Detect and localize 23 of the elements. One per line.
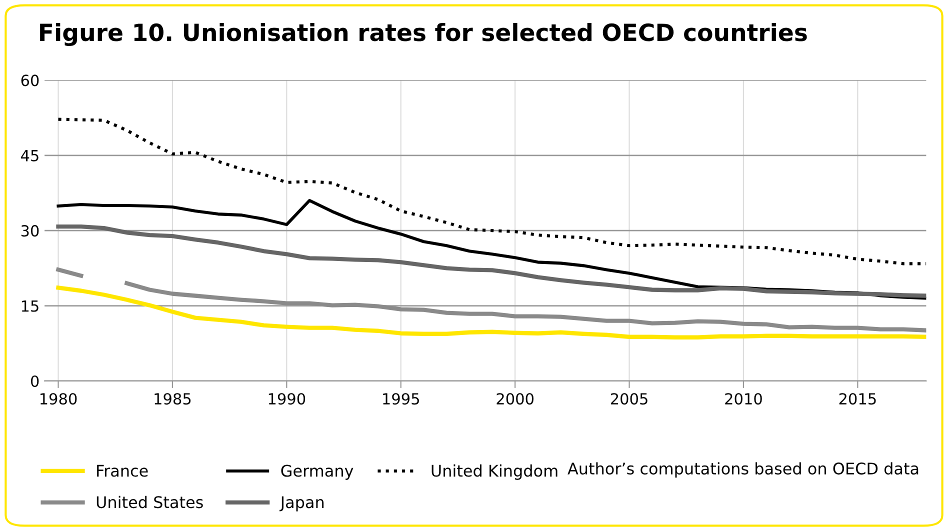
- text: Author’s computations based on OECD data: [568, 462, 918, 478]
- legend-label: Japan: [280, 496, 324, 512]
- legend-label: United Kingdom: [432, 464, 558, 480]
- y-tick-label: 30: [21, 225, 39, 237]
- y-tick-label: 0: [30, 375, 39, 388]
- x-tick-label: 1990: [268, 393, 306, 405]
- legend-label: United States: [96, 496, 203, 508]
- y-tick-label: 45: [21, 150, 38, 162]
- x-tick-label: 1995: [383, 393, 419, 405]
- line-series: [56, 286, 926, 340]
- line-series: [56, 224, 926, 298]
- chart-title: Figure 10. Unionisation rates for selected OECD countries: [40, 22, 807, 46]
- x-tick-label: 2005: [610, 393, 648, 405]
- legend-label: Germany: [281, 464, 354, 480]
- y-tick-label: 15: [22, 300, 38, 312]
- x-tick-label: 2010: [725, 393, 762, 405]
- line-series: [56, 118, 926, 266]
- x-tick-label: 1985: [154, 393, 191, 405]
- x-tick-label: 1980: [40, 393, 77, 405]
- y-tick-label: 60: [21, 74, 39, 86]
- x-tick-label: 2000: [496, 393, 534, 405]
- legend-label: France: [97, 464, 148, 477]
- x-tick-label: 2015: [839, 393, 876, 405]
